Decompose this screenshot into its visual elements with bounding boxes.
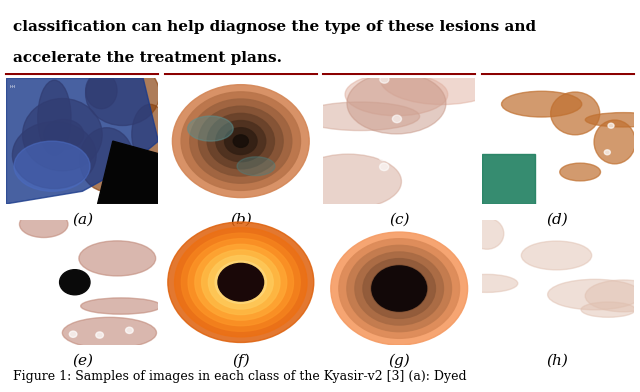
Ellipse shape: [14, 141, 90, 191]
Circle shape: [215, 261, 266, 303]
Circle shape: [339, 239, 460, 338]
Circle shape: [175, 228, 307, 337]
Polygon shape: [6, 78, 159, 204]
Circle shape: [516, 301, 525, 309]
Ellipse shape: [586, 113, 640, 127]
Circle shape: [602, 243, 612, 251]
Circle shape: [228, 272, 253, 292]
Circle shape: [604, 150, 611, 155]
Text: (f): (f): [232, 354, 250, 368]
Ellipse shape: [585, 280, 640, 312]
Circle shape: [181, 233, 300, 331]
Ellipse shape: [86, 73, 117, 109]
Ellipse shape: [19, 211, 68, 238]
Ellipse shape: [594, 120, 636, 164]
Polygon shape: [98, 141, 159, 204]
Circle shape: [363, 259, 435, 318]
Circle shape: [195, 244, 287, 320]
Ellipse shape: [456, 274, 518, 292]
Ellipse shape: [502, 91, 582, 117]
Ellipse shape: [44, 120, 84, 150]
Circle shape: [355, 252, 444, 325]
Circle shape: [379, 272, 419, 305]
Text: (b): (b): [230, 212, 252, 227]
Circle shape: [347, 245, 452, 332]
Circle shape: [380, 163, 388, 171]
Ellipse shape: [347, 73, 446, 134]
Circle shape: [181, 92, 301, 191]
Circle shape: [609, 216, 618, 224]
Circle shape: [608, 123, 614, 128]
Ellipse shape: [79, 241, 156, 276]
Ellipse shape: [81, 298, 161, 314]
Circle shape: [392, 115, 401, 123]
Ellipse shape: [380, 53, 504, 105]
Ellipse shape: [22, 98, 102, 171]
Circle shape: [190, 99, 292, 183]
Circle shape: [379, 153, 388, 161]
Circle shape: [532, 299, 541, 306]
Ellipse shape: [237, 157, 275, 176]
Text: classification can help diagnose the type of these lesions and: classification can help diagnose the typ…: [13, 20, 536, 34]
Text: Figure 1: Samples of images in each class of the Kyasir-v2 [3] (a): Dyed: Figure 1: Samples of images in each clas…: [13, 370, 467, 383]
Ellipse shape: [548, 279, 640, 310]
Ellipse shape: [470, 218, 504, 249]
Circle shape: [60, 270, 90, 295]
Circle shape: [233, 135, 248, 147]
Text: (a): (a): [72, 212, 93, 227]
Circle shape: [56, 246, 64, 252]
Circle shape: [207, 113, 275, 169]
Text: HH: HH: [10, 85, 15, 89]
Circle shape: [125, 327, 133, 334]
Circle shape: [499, 89, 506, 94]
Ellipse shape: [301, 102, 420, 131]
Ellipse shape: [345, 73, 448, 116]
Ellipse shape: [550, 92, 600, 135]
Circle shape: [225, 128, 257, 154]
Ellipse shape: [12, 122, 96, 189]
Circle shape: [387, 278, 412, 299]
Circle shape: [209, 256, 273, 309]
Circle shape: [198, 106, 283, 176]
Circle shape: [484, 304, 493, 311]
Circle shape: [550, 139, 557, 144]
Ellipse shape: [295, 154, 401, 209]
Circle shape: [503, 119, 509, 124]
Circle shape: [331, 232, 468, 345]
Circle shape: [372, 266, 426, 311]
Text: On: On: [168, 226, 173, 230]
Text: (d): (d): [547, 212, 568, 227]
Ellipse shape: [38, 80, 71, 155]
Circle shape: [96, 332, 104, 338]
Circle shape: [168, 222, 314, 343]
Text: accelerate the treatment plans.: accelerate the treatment plans.: [13, 51, 282, 65]
Text: (h): (h): [547, 354, 568, 368]
Circle shape: [202, 250, 280, 314]
Ellipse shape: [188, 116, 233, 141]
Ellipse shape: [86, 62, 159, 125]
Ellipse shape: [62, 317, 157, 348]
Ellipse shape: [581, 302, 636, 317]
Ellipse shape: [560, 163, 600, 181]
Circle shape: [40, 337, 47, 343]
Text: (g): (g): [388, 354, 410, 368]
Circle shape: [371, 265, 428, 312]
Circle shape: [188, 239, 294, 326]
Bar: [481, 154, 535, 204]
Circle shape: [222, 267, 260, 298]
Circle shape: [216, 120, 266, 162]
Ellipse shape: [132, 104, 168, 164]
Ellipse shape: [79, 128, 134, 192]
Text: (e): (e): [72, 354, 93, 368]
Circle shape: [69, 331, 77, 338]
Circle shape: [380, 76, 389, 83]
Circle shape: [172, 85, 309, 198]
Circle shape: [498, 113, 504, 118]
Ellipse shape: [522, 241, 592, 270]
Circle shape: [218, 263, 264, 301]
Text: (c): (c): [389, 212, 410, 227]
